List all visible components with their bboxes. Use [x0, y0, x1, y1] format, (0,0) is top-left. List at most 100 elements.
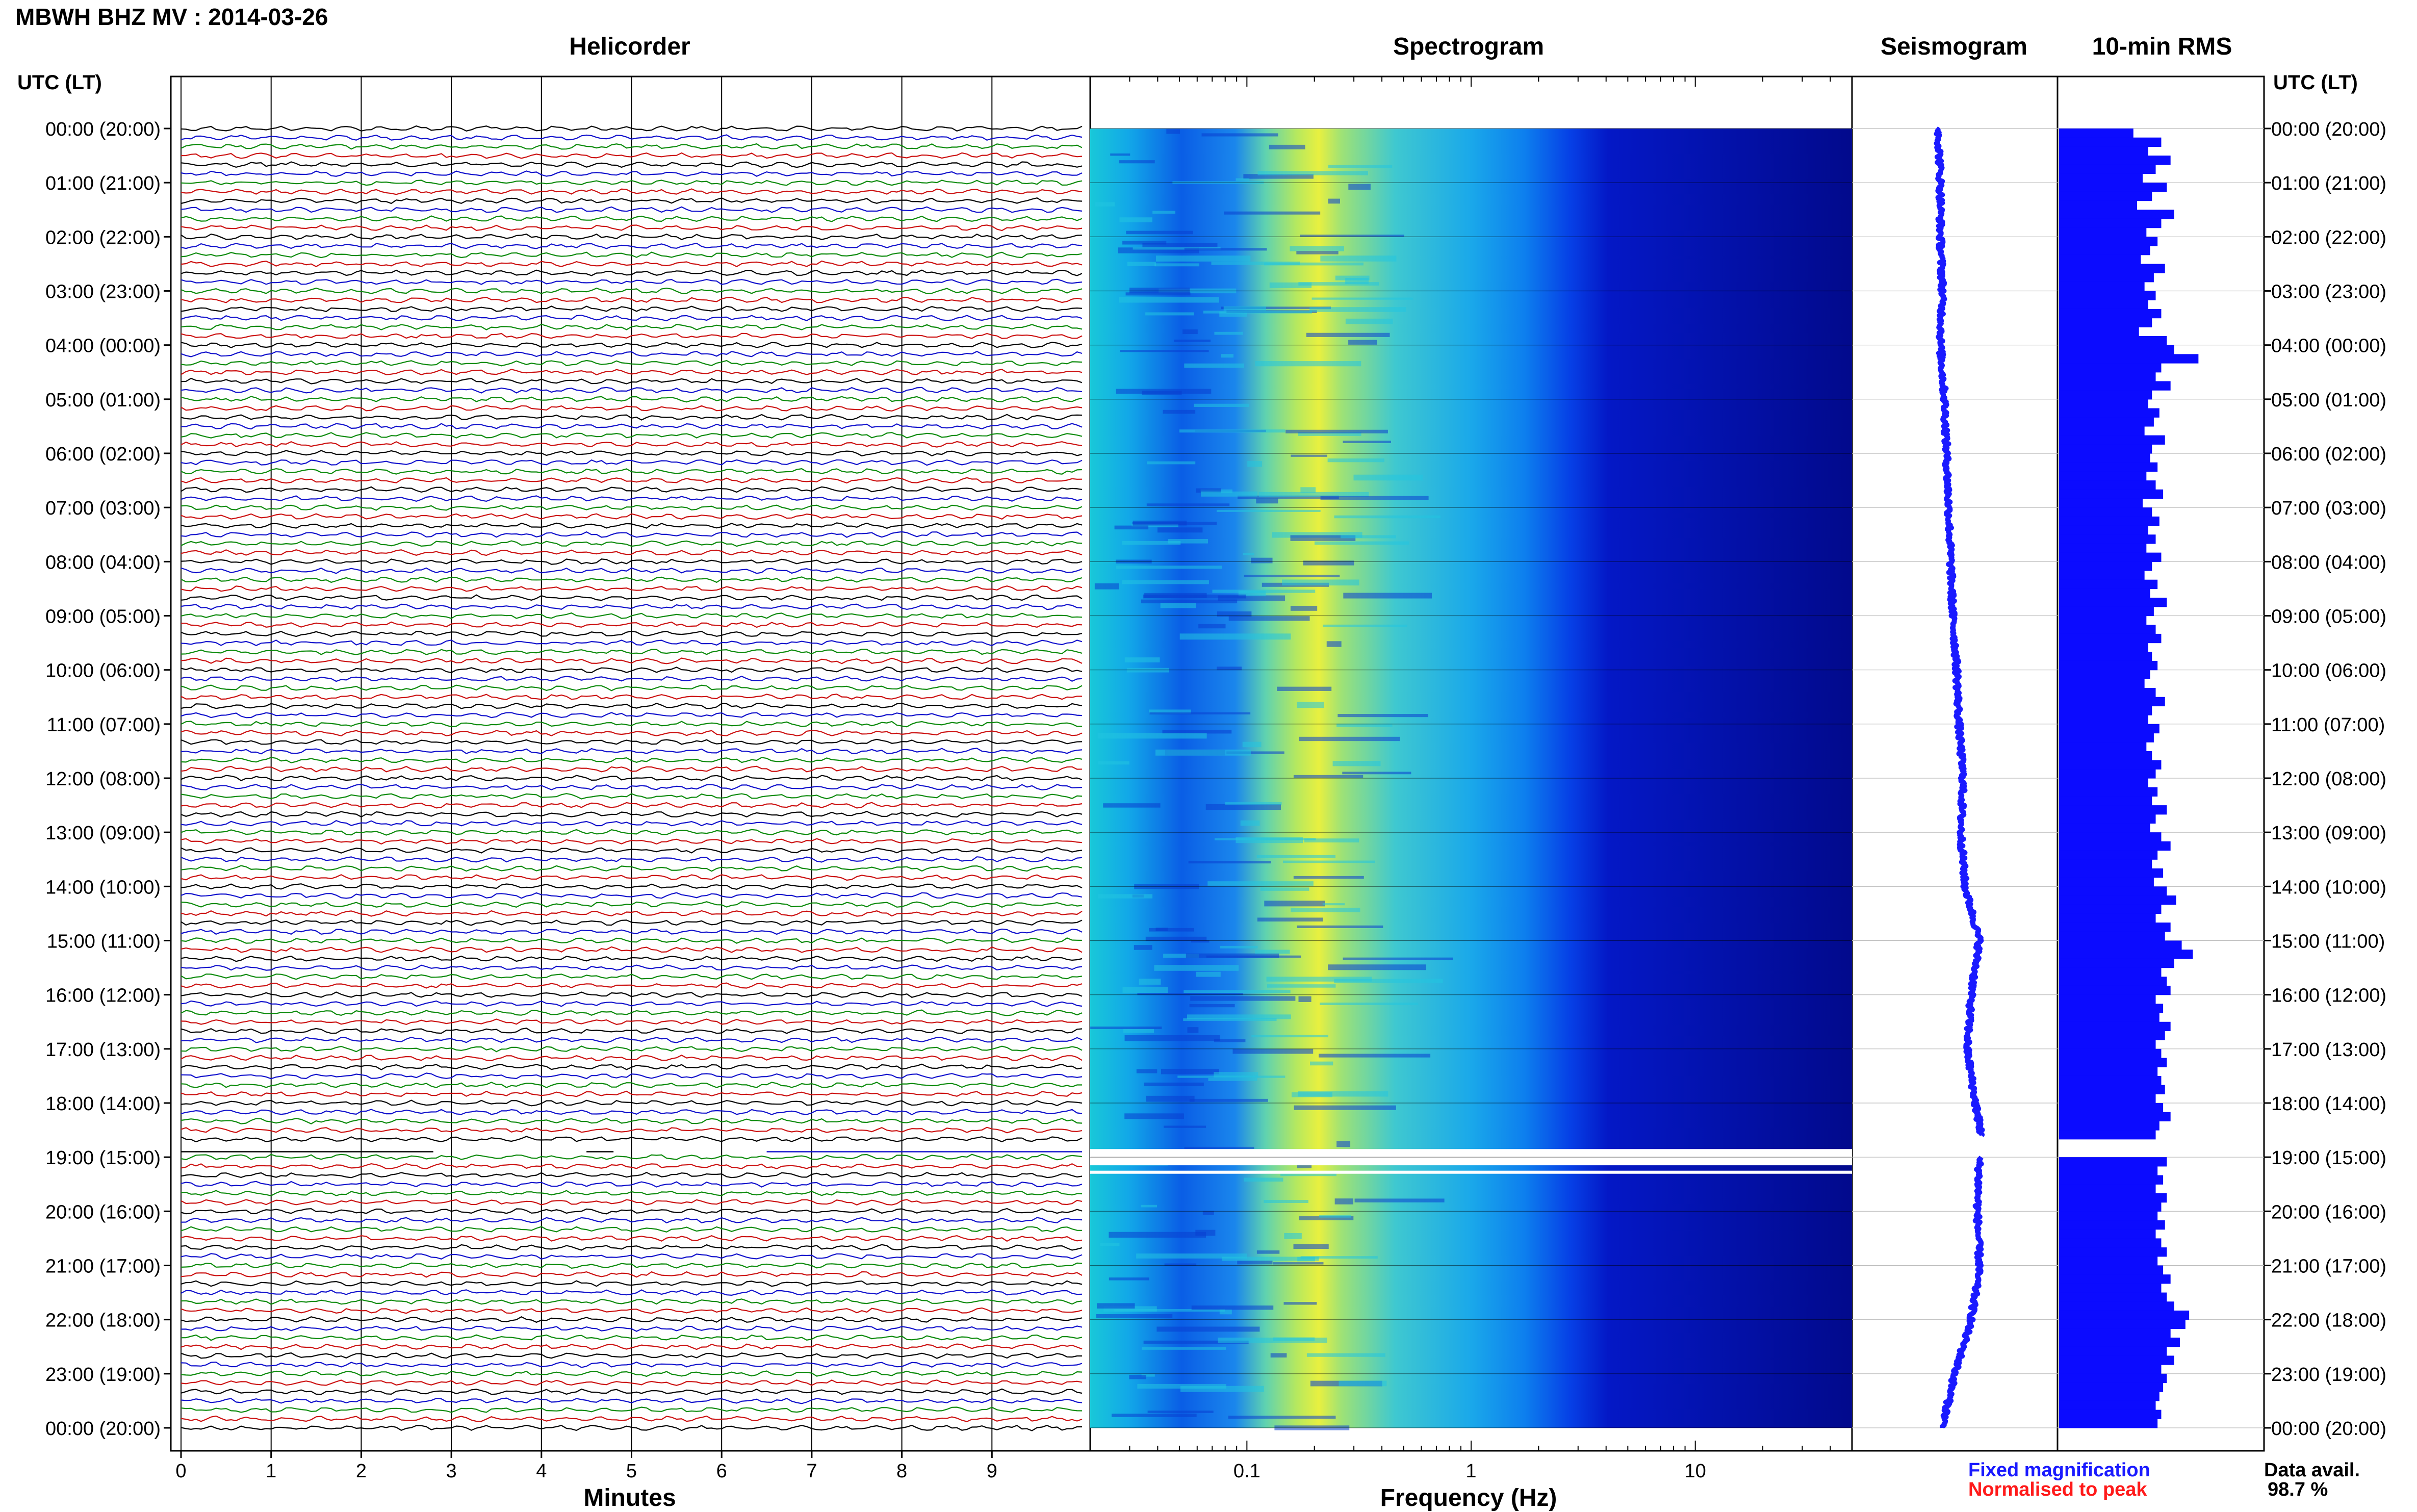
spectrogram-texture [1137, 1383, 1226, 1389]
spectrogram-texture [1264, 1199, 1308, 1203]
spectrogram-texture [1164, 1125, 1206, 1128]
rms-bar [2059, 1094, 2156, 1104]
rms-bar [2059, 1328, 2171, 1338]
spectrogram-texture [1304, 838, 1359, 843]
spectrogram-texture [1154, 965, 1239, 971]
spectrogram-texture [1163, 954, 1199, 958]
time-label-right: 20:00 (16:00) [2271, 1201, 2386, 1223]
helicorder-trace [181, 125, 1083, 132]
helicorder-trace [181, 1028, 1083, 1034]
helicorder-trace [181, 1253, 1083, 1260]
spectrogram-texture [1149, 709, 1191, 714]
helicorder-xtick-label: 5 [626, 1460, 637, 1482]
rms-bar [2059, 1256, 2158, 1266]
spectrogram-texture [1221, 1257, 1319, 1261]
spectrogram-texture [1100, 1243, 1120, 1246]
time-label-left: 13:00 (09:00) [45, 823, 161, 844]
spectrogram-texture [1136, 1253, 1247, 1259]
spectrogram-texture [1269, 144, 1305, 149]
helicorder-trace [181, 612, 1083, 619]
time-label-right: 05:00 (01:00) [2271, 390, 2386, 411]
seismogram-trace [1940, 1156, 1984, 1429]
helicorder-xtick-label: 3 [446, 1460, 457, 1482]
spectrogram-texture [1221, 354, 1234, 358]
spectrogram-texture [1298, 996, 1312, 1002]
spectrogram-texture [1214, 838, 1316, 840]
rms-bar [2059, 832, 2162, 842]
spectrogram-texture [1145, 936, 1207, 941]
time-label-right: 18:00 (14:00) [2271, 1093, 2386, 1115]
figure-title: MBWH BHZ MV : 2014-03-26 [15, 4, 328, 30]
rms-bar [2059, 688, 2156, 698]
spectrogram-texture [1348, 340, 1377, 345]
time-label-left: 18:00 (14:00) [45, 1093, 161, 1115]
helicorder-trace [181, 874, 1083, 881]
helicorder-trace [181, 621, 1083, 628]
panel-title-spectrogram: Spectrogram [1393, 33, 1545, 60]
helicorder-trace [181, 387, 1083, 394]
rms-bar [2059, 1021, 2171, 1032]
spectrogram-texture [1345, 277, 1369, 284]
spectrogram-texture [1187, 1027, 1199, 1033]
spectrogram-texture [1254, 950, 1290, 954]
spectrogram-texture [1282, 860, 1375, 863]
spectrogram-texture [1208, 1078, 1257, 1081]
spectrogram-texture [1094, 583, 1119, 590]
helicorder-trace [181, 1045, 1083, 1053]
spectrogram-texture [1226, 751, 1284, 754]
spectrogram-texture [1300, 235, 1404, 237]
rms-bar [2059, 1373, 2167, 1383]
spectrogram-texture [1126, 230, 1193, 235]
helicorder-trace [181, 251, 1083, 259]
spectrogram-texture [1217, 611, 1252, 617]
spectrogram-xtick-label: 1 [1465, 1460, 1476, 1482]
time-label-right: 00:00 (20:00) [2271, 1418, 2386, 1440]
spectrogram-texture [1219, 1310, 1232, 1315]
helicorder-trace [181, 856, 1083, 863]
helicorder-trace [181, 224, 1083, 232]
spectrogram-texture [1190, 996, 1296, 1001]
helicorder-trace [181, 748, 1083, 755]
spectrogram-texture [1306, 1353, 1385, 1357]
helicorder-trace [181, 667, 1083, 674]
spectrogram-texture [1270, 1353, 1287, 1358]
spectrogram-texture [1211, 261, 1300, 265]
spectrogram-texture [1280, 1173, 1336, 1176]
spectrogram-texture [1247, 461, 1262, 467]
helicorder-trace [181, 269, 1083, 276]
spectrogram-texture [1154, 263, 1200, 267]
spectrogram-texture [1303, 560, 1354, 566]
spectrogram-texture [1184, 990, 1291, 993]
rms-bar [2059, 516, 2159, 526]
spectrogram-texture [1201, 133, 1278, 137]
helicorder-trace [181, 1208, 1083, 1215]
time-label-left: 20:00 (16:00) [45, 1201, 161, 1223]
rms-bar [2059, 1419, 2158, 1428]
panel-title-helicorder: Helicorder [569, 33, 690, 60]
rms-bar [2059, 354, 2199, 364]
helicorder-trace [181, 1325, 1083, 1332]
rms-bar [2059, 1058, 2167, 1067]
spectrogram-texture [1109, 1232, 1206, 1238]
helicorder-trace [181, 143, 1083, 150]
spectrogram-texture [1220, 945, 1258, 949]
spectrogram-texture [1225, 802, 1282, 805]
rms-bar [2059, 977, 2167, 986]
rms-bar [2059, 453, 2150, 463]
helicorder-trace [181, 405, 1083, 412]
spectrogram-texture [1251, 557, 1273, 563]
rms-bar [2059, 480, 2156, 490]
rms-bar [2059, 164, 2156, 174]
rms-bar [2059, 588, 2150, 598]
rms-bar [2059, 751, 2152, 761]
rms-bar [2059, 742, 2147, 752]
rms-bar [2059, 210, 2174, 219]
time-label-right: 02:00 (22:00) [2271, 227, 2386, 248]
helicorder-trace [181, 1424, 1083, 1431]
helicorder-trace [181, 883, 1083, 890]
rms-bar [2059, 598, 2167, 607]
time-label-left: 07:00 (03:00) [45, 498, 161, 519]
helicorder-trace [181, 819, 1083, 827]
rms-bar [2059, 841, 2171, 851]
helicorder-trace [181, 377, 1083, 385]
